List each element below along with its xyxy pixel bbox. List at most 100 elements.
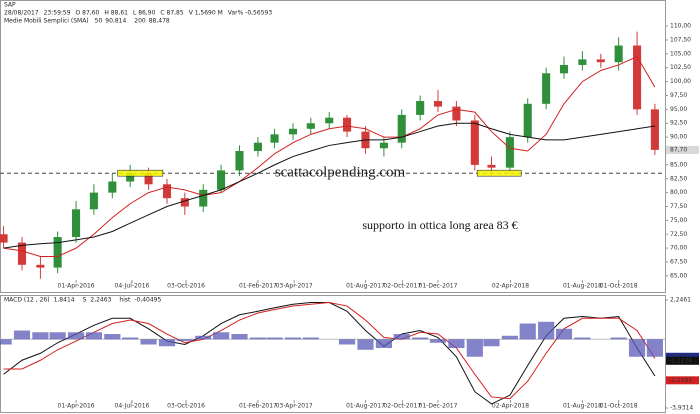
histogram-bar [538,321,555,340]
header-item: Var% -0,56593 [228,10,273,17]
last-price-box [666,145,699,154]
x-tick-label: 01-Aug-2018 [563,403,602,410]
value-label: -1,1174 [669,357,692,364]
histogram-bar [466,339,483,357]
x-tick-label: 03-Apr-2017 [276,283,313,290]
legend-name: 50 [95,18,103,25]
x-tick-label: 01-Oct-2018 [600,403,638,410]
histogram-bar [375,339,392,349]
histogram-bar [104,334,121,340]
x-tick-label: 01-Apr-2016 [58,403,95,410]
candle-body [487,164,496,168]
x-tick-label: 02-Oct-2017 [383,403,421,410]
candle-body [36,264,45,268]
price-panel [0,0,666,293]
histogram-bar [266,337,283,340]
histogram-bar [501,335,518,340]
y-tick-label: 92,50 [670,120,687,127]
histogram-bar [158,339,176,347]
x-tick-label: 01-Oct-2018 [600,283,638,290]
value-label: -1,0011 [669,353,692,360]
candle-body [416,101,425,115]
legend-value: 90,814 [105,18,126,25]
candle-body [559,64,569,74]
moving-average [3,55,656,257]
y-tick-label: 110,00 [670,23,691,30]
x-tick-label: 02-Apr-2018 [492,403,529,410]
annotation: supporto in ottica long area 83 € [362,218,517,232]
candle-body [108,181,117,193]
candle-body [17,242,27,265]
candle-body [650,109,659,150]
histogram-bar [249,337,267,340]
x-tick-label: 01-Aug-2018 [563,283,602,290]
histogram-bar [338,339,356,345]
candle-body [217,170,226,190]
y-tick-label: 65,00 [670,272,687,279]
header-item: V 1,5690 M [189,10,223,17]
histogram-bar [429,339,447,343]
value-box [666,352,699,361]
candle-body [53,237,62,268]
histogram-bar [122,337,139,340]
y-tick-label: -3,9314 [670,405,693,412]
candle-body [253,142,262,151]
x-tick-label: 03-Apr-2017 [276,403,313,410]
y-tick-label: 77,50 [670,203,687,210]
candle-body [505,137,514,168]
y-tick-label: 95,00 [670,106,687,113]
candle-body [180,198,189,207]
candle-body [325,117,334,124]
candle-body [633,45,642,110]
histogram-bar [176,339,193,342]
x-tick-label: 02-Oct-2017 [383,283,421,290]
candle-body [306,123,315,129]
legend-value: 88,478 [149,18,170,25]
histogram-bar [519,323,536,340]
candle-body [614,45,623,63]
histogram-bar [393,334,410,340]
y-tick-label: 82,50 [670,175,687,182]
macd-panel [0,295,666,413]
candle-body [470,120,479,165]
y-tick-label: 90,00 [670,134,687,141]
header-item: O 87,60 [76,10,100,17]
legend-name: S [83,297,87,304]
histogram-bar [195,335,212,340]
y-tick-label: 107,50 [670,36,691,43]
histogram-bar [49,332,66,340]
x-tick-label: 01-Feb-2017 [239,403,277,410]
x-tick-label: 03-Oct-2016 [167,403,205,410]
candle-body [288,128,298,135]
marks-layer [0,31,663,405]
watermark: scattacolpending.com [275,164,406,180]
candle-body [270,134,279,143]
candle-body [0,234,8,243]
histogram-bar [13,330,31,340]
value-box [666,356,699,365]
legend-value: 2,2463 [90,297,111,304]
candle-body [433,101,443,107]
y-tick-label: 75,00 [670,217,687,224]
candle-body [379,142,388,149]
header-item: L 86,90 [133,10,156,17]
legend-name: 200 [134,18,146,25]
x-tick-label: 01-Aug-2017 [346,283,385,290]
y-tick-label: 2,2461 [670,297,691,304]
candle-body [397,114,406,143]
candle-body [144,173,153,185]
legend-value: 1,8414 [54,297,75,304]
y-tick-label: 72,50 [670,231,687,238]
histogram-bar [85,332,102,340]
candle-body [452,106,461,121]
histogram-bar [412,337,429,340]
candle-body [578,59,587,65]
header-item: 28/08/2017 [4,10,39,17]
support-highlight [476,169,522,177]
candle-body [523,103,532,138]
candle-body [542,73,551,104]
x-tick-label: 02-Apr-2018 [492,283,529,290]
x-tick-label: 04-Jul-2016 [115,283,150,290]
